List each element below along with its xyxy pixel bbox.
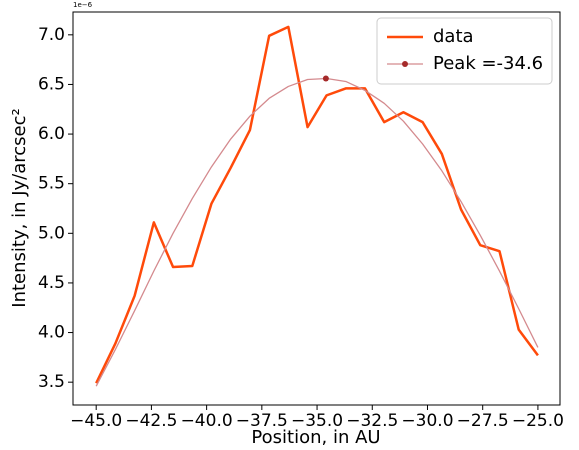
x-tick-label: −32.5	[346, 411, 398, 431]
y-tick-label: 5.5	[38, 174, 65, 194]
legend-label: data	[433, 26, 474, 47]
x-tick-label: −35.0	[291, 411, 343, 431]
y-axis-label: Intensity, in Jy/arcsec²	[9, 108, 30, 307]
peak-marker	[322, 75, 329, 82]
y-tick-label: 3.5	[38, 372, 65, 392]
x-tick-label: −25.0	[512, 411, 564, 431]
x-tick-label: −42.5	[125, 411, 177, 431]
x-tick-label: −45.0	[70, 411, 122, 431]
y-tick-label: 6.0	[38, 124, 65, 144]
plot-frame	[72, 11, 561, 406]
y-tick-label: 4.0	[38, 323, 65, 343]
legend-marker	[402, 61, 408, 67]
x-axis-label: Position, in AU	[251, 427, 380, 448]
x-tick-label: −30.0	[401, 411, 453, 431]
x-tick-label: −37.5	[236, 411, 288, 431]
legend-label: Peak =-34.6	[433, 53, 543, 74]
y-tick-label: 5.0	[38, 223, 65, 243]
x-tick-label: −27.5	[457, 411, 509, 431]
y-tick-label: 4.5	[38, 273, 65, 293]
x-tick-label: −40.0	[181, 411, 233, 431]
y-tick-label: 7.0	[38, 25, 65, 45]
series-line	[95, 77, 539, 387]
y-offset-label: 1e−6	[73, 1, 93, 9]
series-line	[95, 25, 539, 384]
y-tick-label: 6.5	[38, 74, 65, 94]
legend-box	[376, 17, 553, 85]
